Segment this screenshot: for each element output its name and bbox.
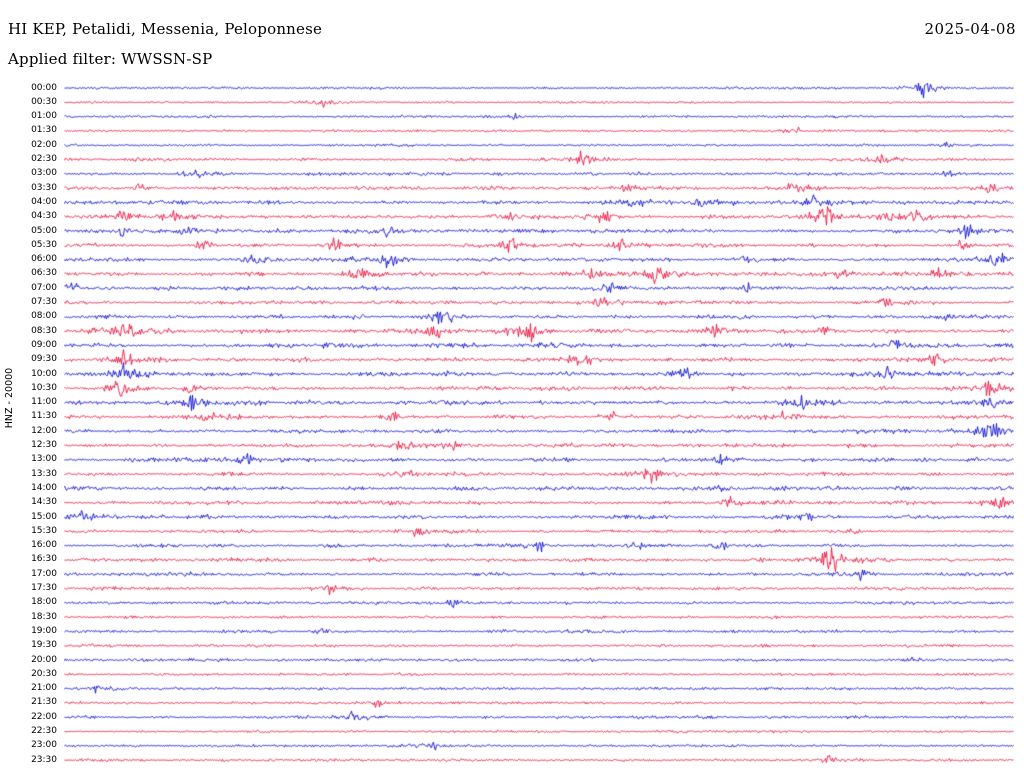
time-label: 19:30 — [31, 640, 57, 651]
time-label: 07:00 — [31, 282, 57, 293]
time-label: 04:00 — [31, 196, 57, 207]
time-label: 03:30 — [31, 182, 57, 193]
seismogram-traces — [64, 81, 1014, 773]
time-label: 05:00 — [31, 225, 57, 236]
time-label: 20:00 — [31, 654, 57, 665]
time-label: 01:00 — [31, 111, 57, 122]
time-label: 02:00 — [31, 139, 57, 150]
time-label: 18:30 — [31, 611, 57, 622]
time-label: 12:30 — [31, 440, 57, 450]
time-label: 03:00 — [31, 168, 57, 179]
time-label: 14:30 — [31, 497, 57, 508]
time-label: 10:30 — [31, 382, 57, 393]
time-label: 00:00 — [31, 82, 57, 93]
time-label: 05:30 — [31, 239, 57, 250]
time-label: 06:00 — [31, 254, 57, 265]
time-label: 23:00 — [31, 740, 57, 751]
time-label: 01:30 — [31, 125, 57, 136]
time-label: 23:30 — [31, 754, 57, 765]
time-label: 11:30 — [31, 411, 57, 422]
time-label: 13:30 — [31, 468, 57, 479]
time-label: 06:30 — [31, 268, 57, 279]
time-label: 02:30 — [31, 154, 57, 164]
filter-label: Applied filter: WWSSN-SP — [8, 50, 213, 68]
time-label: 09:30 — [31, 354, 57, 365]
time-label: 04:30 — [31, 211, 57, 222]
station-title: HI KEP, Petalidi, Messenia, Peloponnese — [8, 20, 323, 38]
time-label: 14:00 — [31, 482, 57, 493]
time-label: 17:30 — [31, 583, 57, 593]
time-label: 19:00 — [31, 625, 57, 636]
time-label: 21:30 — [31, 697, 57, 708]
time-label: 07:30 — [31, 297, 57, 307]
header: HI KEP, Petalidi, Messenia, Peloponnese … — [8, 20, 1016, 38]
time-label: 17:00 — [31, 568, 57, 579]
time-label: 22:30 — [31, 726, 57, 736]
time-label: 13:00 — [31, 454, 57, 465]
time-label: 10:00 — [31, 368, 57, 379]
time-label: 16:00 — [31, 540, 57, 551]
time-label: 18:00 — [31, 597, 57, 608]
time-label: 11:00 — [31, 397, 57, 408]
time-label: 08:30 — [31, 325, 57, 336]
time-label: 15:30 — [31, 525, 57, 536]
time-label: 09:00 — [31, 339, 57, 350]
time-label: 12:00 — [31, 425, 57, 436]
time-label: 22:00 — [31, 711, 57, 722]
time-label: 00:30 — [31, 96, 57, 107]
time-label: 16:30 — [31, 554, 57, 565]
time-label: 08:00 — [31, 311, 57, 322]
date-label: 2025-04-08 — [924, 20, 1016, 38]
time-label: 21:00 — [31, 683, 57, 694]
time-label: 15:00 — [31, 511, 57, 522]
time-label: 20:30 — [31, 668, 57, 679]
time-labels-column: 00:00 00:30 01:00 01:30 02:00 02:30 03:00 03:30… — [0, 0, 60, 780]
